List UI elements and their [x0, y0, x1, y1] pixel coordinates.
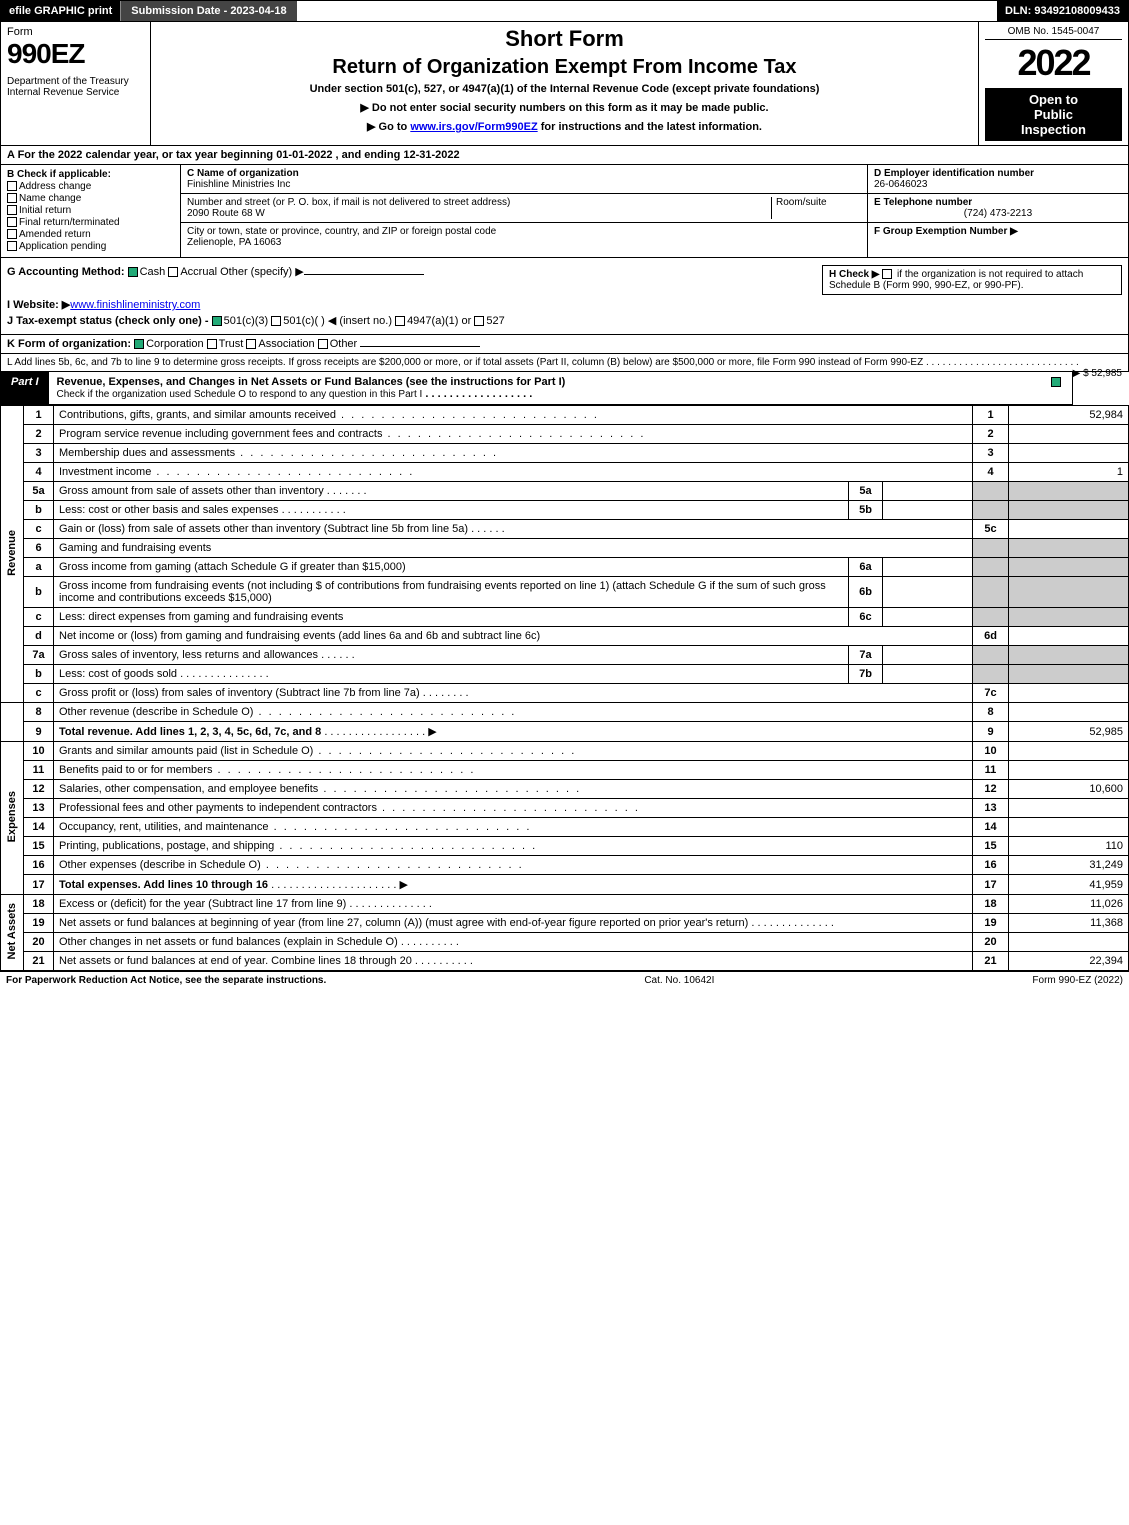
checkbox-501c[interactable] [271, 316, 281, 326]
form-word: Form [7, 26, 144, 38]
line-19-value: 11,368 [1009, 914, 1129, 933]
part-i-label: Part I [1, 372, 49, 404]
line-6a-value [883, 558, 973, 577]
line-13-value [1009, 799, 1129, 818]
line-5a-value [883, 482, 973, 501]
line-18-value: 11,026 [1009, 895, 1129, 914]
open-to-public: Open to Public Inspection [985, 88, 1122, 141]
footer-cat-no: Cat. No. 10642I [326, 975, 1032, 986]
checkbox-amended-return[interactable] [7, 229, 17, 239]
checkbox-address-change[interactable] [7, 181, 17, 191]
line-5c-value [1009, 520, 1129, 539]
org-street: 2090 Route 68 W [187, 208, 265, 219]
checkbox-schedule-o-part1[interactable] [1051, 377, 1061, 387]
checkbox-other-org[interactable] [318, 339, 328, 349]
checkbox-application-pending[interactable] [7, 241, 17, 251]
line-15-value: 110 [1009, 837, 1129, 856]
short-form-title: Short Form [157, 26, 972, 52]
line-21-value: 22,394 [1009, 952, 1129, 971]
irs-link[interactable]: www.irs.gov/Form990EZ [410, 121, 537, 133]
line-4-value: 1 [1009, 463, 1129, 482]
section-g-h-i-j: G Accounting Method: Cash Accrual Other … [0, 258, 1129, 335]
efile-label: efile GRAPHIC print [1, 1, 120, 21]
footer-left: For Paperwork Reduction Act Notice, see … [6, 975, 326, 986]
form-number: 990EZ [7, 38, 144, 70]
dln-label: DLN: 93492108009433 [997, 1, 1128, 21]
expenses-section-label: Expenses [6, 791, 18, 842]
gross-receipts-amount: ▶ $ 52,985 [1073, 368, 1122, 379]
ein-value: 26-0646023 [874, 179, 927, 190]
line-2-value [1009, 425, 1129, 444]
page-footer: For Paperwork Reduction Act Notice, see … [0, 971, 1129, 989]
line-a-tax-year: A For the 2022 calendar year, or tax yea… [0, 146, 1129, 165]
header-center: Short Form Return of Organization Exempt… [151, 22, 978, 145]
dept-label: Department of the Treasury [7, 76, 144, 87]
omb-number: OMB No. 1545-0047 [985, 26, 1122, 40]
group-exemption-label: F Group Exemption Number ▶ [874, 226, 1018, 237]
line-7b-value [883, 665, 973, 684]
column-c-org-info: C Name of organization Finishline Minist… [181, 165, 868, 257]
part-i-header: Part I Revenue, Expenses, and Changes in… [0, 372, 1073, 405]
irs-label: Internal Revenue Service [7, 87, 144, 98]
line-10-value [1009, 742, 1129, 761]
checkbox-schedule-b[interactable] [882, 269, 892, 279]
line-7c-value [1009, 684, 1129, 703]
checkbox-initial-return[interactable] [7, 205, 17, 215]
goto-note: ▶ Go to www.irs.gov/Form990EZ for instru… [157, 120, 972, 133]
row-k-form-of-org: K Form of organization: Corporation Trus… [0, 335, 1129, 354]
line-20-value [1009, 933, 1129, 952]
column-b-checkboxes: B Check if applicable: Address change Na… [1, 165, 181, 257]
line-6d-value [1009, 627, 1129, 646]
header-left: Form 990EZ Department of the Treasury In… [1, 22, 151, 145]
line-9-value: 52,985 [1009, 722, 1129, 742]
line-6b-value [883, 577, 973, 608]
top-bar: efile GRAPHIC print Submission Date - 20… [0, 0, 1129, 22]
checkbox-trust[interactable] [207, 339, 217, 349]
part-i-table: Revenue 1 Contributions, gifts, grants, … [0, 405, 1129, 971]
header-right: OMB No. 1545-0047 2022 Open to Public In… [978, 22, 1128, 145]
checkbox-corporation[interactable] [134, 339, 144, 349]
line-11-value [1009, 761, 1129, 780]
line-8-value [1009, 703, 1129, 722]
phone-value: (724) 473-2213 [874, 208, 1122, 219]
checkbox-cash[interactable] [128, 267, 138, 277]
column-d-e-f: D Employer identification number 26-0646… [868, 165, 1128, 257]
org-name: Finishline Ministries Inc [187, 179, 290, 190]
checkbox-name-change[interactable] [7, 193, 17, 203]
org-city: Zelienople, PA 16063 [187, 237, 281, 248]
revenue-section-label: Revenue [6, 530, 18, 576]
checkbox-4947a1[interactable] [395, 316, 405, 326]
line-6c-value [883, 608, 973, 627]
subtitle: Under section 501(c), 527, or 4947(a)(1)… [157, 83, 972, 95]
checkbox-final-return[interactable] [7, 217, 17, 227]
footer-form-ref: Form 990-EZ (2022) [1032, 975, 1123, 986]
line-7a-value [883, 646, 973, 665]
section-b-to-f: B Check if applicable: Address change Na… [0, 165, 1129, 258]
form-header: Form 990EZ Department of the Treasury In… [0, 22, 1129, 146]
line-16-value: 31,249 [1009, 856, 1129, 875]
row-l-gross-receipts: L Add lines 5b, 6c, and 7b to line 9 to … [0, 354, 1129, 372]
website-link[interactable]: www.finishlineministry.com [70, 299, 200, 311]
checkbox-accrual[interactable] [168, 267, 178, 277]
main-title: Return of Organization Exempt From Incom… [157, 56, 972, 79]
submission-date: Submission Date - 2023-04-18 [120, 1, 296, 21]
line-12-value: 10,600 [1009, 780, 1129, 799]
netassets-section-label: Net Assets [6, 903, 18, 959]
line-14-value [1009, 818, 1129, 837]
line-3-value [1009, 444, 1129, 463]
line-17-value: 41,959 [1009, 875, 1129, 895]
tax-year: 2022 [985, 42, 1122, 84]
checkbox-527[interactable] [474, 316, 484, 326]
checkbox-association[interactable] [246, 339, 256, 349]
ssn-note: ▶ Do not enter social security numbers o… [157, 101, 972, 114]
line-5b-value [883, 501, 973, 520]
checkbox-501c3[interactable] [212, 316, 222, 326]
line-1-value: 52,984 [1009, 406, 1129, 425]
